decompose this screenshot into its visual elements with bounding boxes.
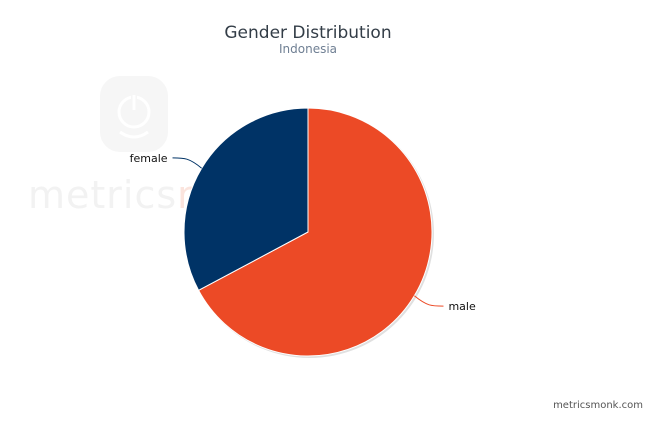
chart-subtitle: Indonesia	[279, 42, 337, 56]
pie-labels: male female	[130, 152, 476, 313]
chart-title: Gender Distribution	[224, 23, 391, 43]
connector-female	[172, 157, 202, 169]
pie-slice-male[interactable]	[197, 107, 433, 357]
watermark-prefix: metrics	[28, 173, 177, 217]
slice-label-male: male	[448, 300, 476, 313]
pie-slices	[183, 107, 434, 358]
slice-label-female: female	[130, 152, 168, 165]
chart-credit[interactable]: metricsmonk.com	[553, 400, 643, 411]
power-icon	[100, 76, 168, 152]
connector-male	[414, 295, 444, 307]
